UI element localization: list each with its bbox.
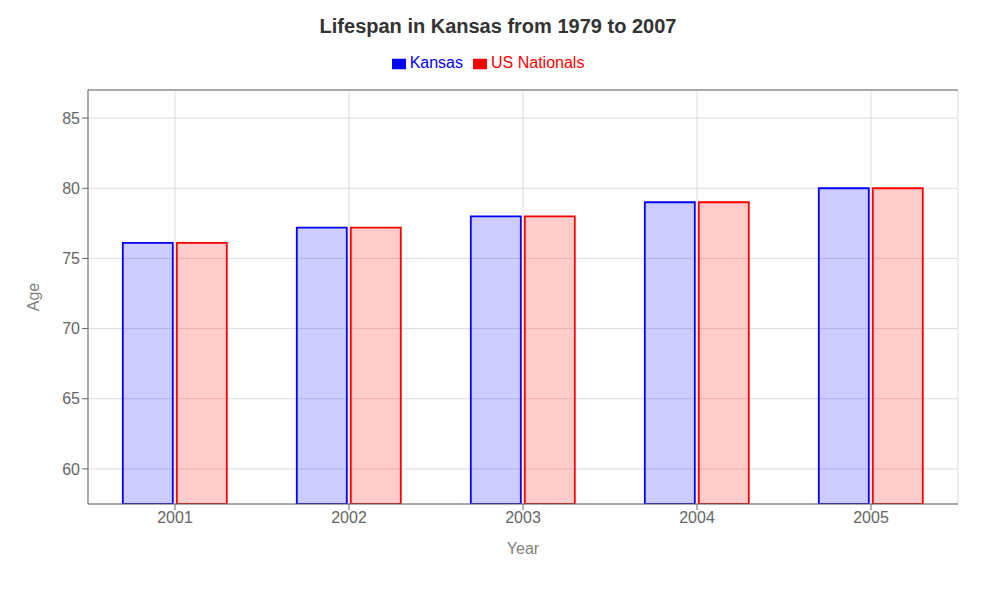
html-text:Kansas: Kansas bbox=[409, 54, 463, 71]
svg-text:Age: Age bbox=[25, 283, 42, 312]
svg-text:65: 65 bbox=[62, 390, 80, 407]
svg-text:2002: 2002 bbox=[331, 509, 367, 526]
svg-text:60: 60 bbox=[62, 461, 80, 478]
svg-text:2005: 2005 bbox=[853, 509, 889, 526]
svg-text:2004: 2004 bbox=[679, 509, 715, 526]
svg-text:75: 75 bbox=[62, 250, 80, 267]
html-text:US Nationals: US Nationals bbox=[491, 54, 585, 71]
svg-text:80: 80 bbox=[62, 180, 80, 197]
svg-text:Year: Year bbox=[507, 540, 540, 557]
svg-text:85: 85 bbox=[62, 110, 80, 127]
svg-text:70: 70 bbox=[62, 320, 80, 337]
html-text:Lifespan in Kansas from 1979 t: Lifespan in Kansas from 1979 to 2007 bbox=[319, 15, 677, 37]
svg-text:2001: 2001 bbox=[157, 509, 193, 526]
svg-text:2003: 2003 bbox=[505, 509, 541, 526]
